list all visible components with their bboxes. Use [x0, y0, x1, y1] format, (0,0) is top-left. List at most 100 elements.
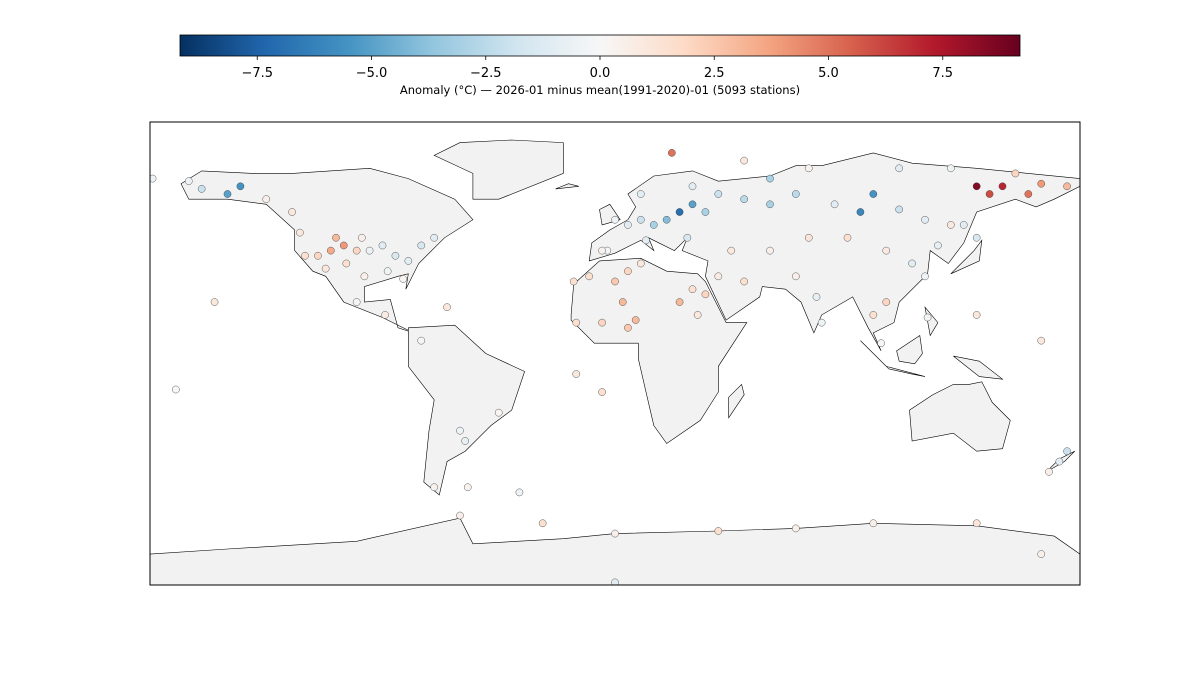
station [262, 195, 271, 203]
station [972, 519, 981, 528]
landmass [150, 517, 1080, 585]
station [417, 241, 426, 250]
station [598, 388, 606, 396]
station [675, 208, 684, 216]
station [856, 208, 865, 216]
station [701, 208, 710, 216]
landmass [433, 139, 564, 200]
landmass [570, 257, 748, 444]
station [314, 251, 322, 260]
station [637, 190, 645, 198]
station [714, 272, 723, 281]
station [631, 316, 640, 324]
station [714, 190, 723, 198]
landmass [924, 306, 939, 337]
station [843, 233, 852, 242]
station [792, 524, 800, 533]
station [642, 236, 650, 245]
station [150, 174, 157, 183]
landmass [588, 152, 1080, 352]
station [360, 272, 369, 281]
colorbar-tick-label: −2.5 [470, 66, 502, 81]
stations [150, 149, 1071, 585]
station [598, 318, 606, 327]
station [1037, 550, 1046, 558]
station [869, 519, 878, 528]
landmass [896, 334, 923, 365]
colorbar-label: Anomaly (°C) — 2026-01 minus mean(1991-2… [400, 83, 800, 97]
station [727, 246, 736, 255]
station [649, 221, 658, 229]
landmass [950, 239, 983, 275]
station [404, 257, 413, 265]
station [869, 311, 878, 319]
station [430, 483, 438, 492]
station [611, 578, 619, 585]
station [662, 215, 671, 224]
landmasses [150, 139, 1080, 585]
station [352, 246, 361, 255]
colorbar-tick-label: 5.0 [818, 66, 839, 81]
station [972, 311, 981, 319]
station [882, 246, 891, 255]
station [515, 488, 524, 497]
map-frame [149, 121, 1081, 586]
station [624, 267, 632, 275]
station [598, 246, 606, 255]
station [463, 483, 472, 492]
station [830, 200, 839, 209]
station [184, 177, 193, 185]
station [236, 182, 245, 191]
station [1011, 169, 1020, 178]
station [683, 233, 692, 242]
station [569, 277, 578, 286]
station [714, 527, 723, 535]
station [288, 208, 296, 216]
station [740, 156, 748, 165]
station [947, 164, 955, 173]
station [959, 221, 968, 229]
station [688, 285, 697, 293]
station [1063, 447, 1071, 456]
colorbar [179, 34, 1021, 57]
colorbar-tick-label: −5.0 [356, 66, 388, 81]
landmass [180, 167, 474, 334]
colorbar-tick-label: 0.0 [590, 66, 611, 81]
station [301, 251, 309, 260]
colorbar-tick-label: −7.5 [241, 66, 273, 81]
station [443, 303, 451, 312]
landmass [860, 340, 926, 377]
station [210, 298, 219, 306]
station [572, 318, 581, 327]
station [869, 190, 878, 198]
station [895, 164, 903, 173]
station [908, 259, 916, 268]
station [197, 185, 206, 193]
station [461, 437, 469, 445]
station [378, 241, 387, 250]
station [668, 149, 676, 157]
station [766, 246, 774, 255]
station [456, 426, 464, 435]
station [1037, 179, 1046, 188]
station [223, 190, 232, 198]
station [342, 259, 351, 268]
landmass [953, 355, 1004, 380]
station [637, 259, 645, 268]
station [740, 277, 748, 286]
station [637, 215, 645, 224]
station [172, 385, 180, 394]
station [624, 221, 632, 229]
station [921, 272, 929, 281]
colorbar-tick-label: 7.5 [932, 66, 953, 81]
station [611, 215, 619, 224]
colorbar-tick-label: 2.5 [704, 66, 725, 81]
station [327, 246, 335, 255]
station [456, 511, 464, 520]
station [766, 200, 774, 209]
station [321, 264, 330, 273]
station [1055, 457, 1064, 466]
landmass [408, 324, 525, 496]
station [804, 164, 813, 173]
